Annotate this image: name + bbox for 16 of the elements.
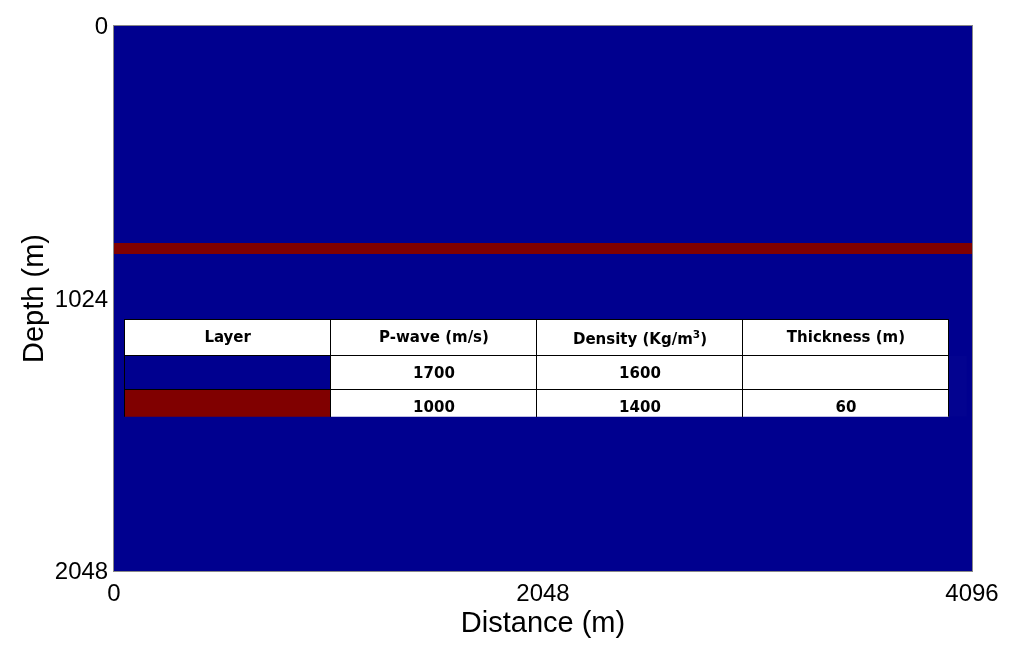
y-tick-label: 1024 [54, 284, 109, 312]
annotation: Density (Kg/m$^{3}$) [572, 327, 707, 348]
annotation: 1600 [619, 363, 661, 382]
annotation: 1700 [413, 363, 455, 382]
annotation: P-wave (m/s) [379, 327, 489, 346]
x-axis-title: Distance (m) [460, 605, 626, 638]
x-tick-label: 4096 [945, 578, 999, 606]
y-tick-label: 2048 [54, 557, 109, 585]
annotation: 1400 [619, 397, 661, 416]
annotation: 1000 [413, 397, 455, 416]
annotation: Layer [204, 327, 252, 346]
annotation: 60 [835, 397, 857, 416]
annotation: Thickness (m) [786, 327, 906, 346]
y-tick-label: 0 [94, 12, 109, 40]
y-axis-title: Depth (m) [17, 234, 50, 363]
x-tick-label: 2048 [516, 578, 570, 606]
